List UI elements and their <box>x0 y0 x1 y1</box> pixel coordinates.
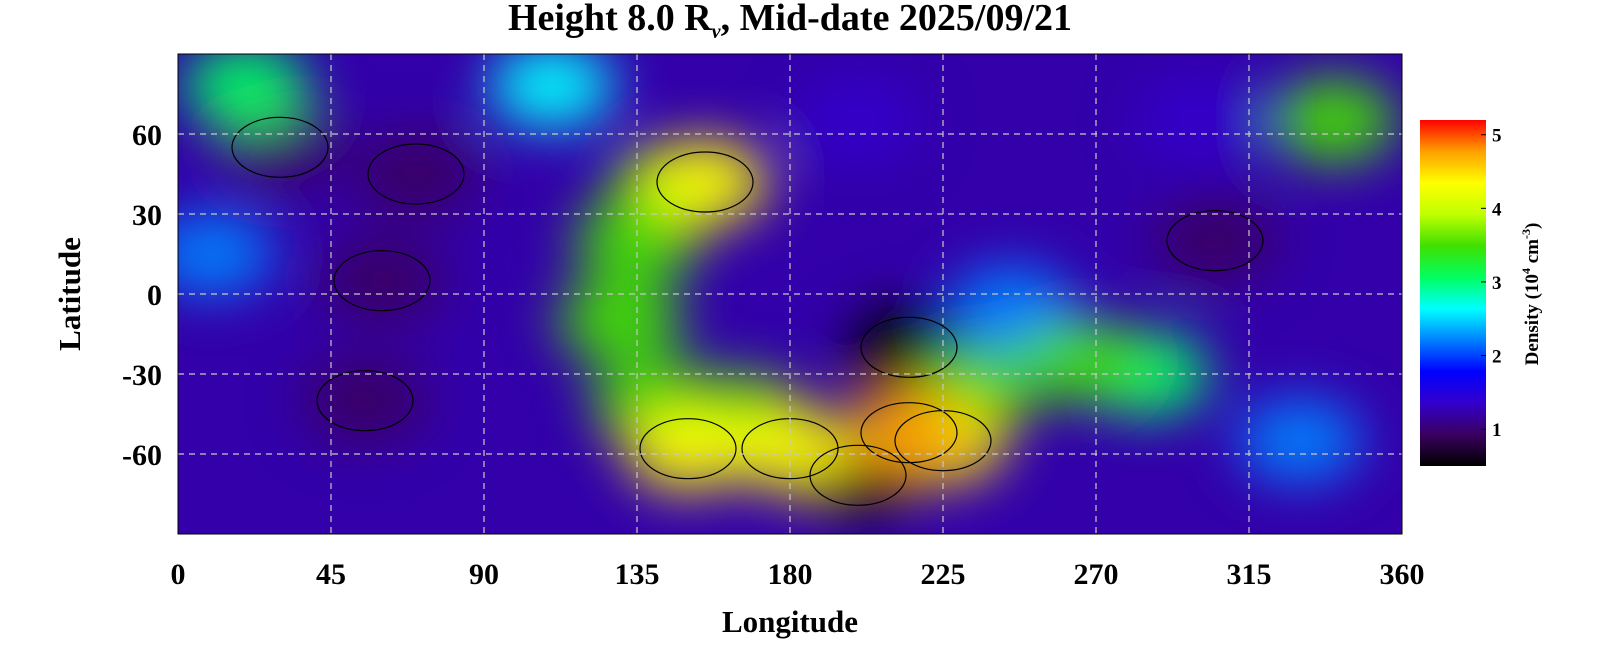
x-tick-label: 360 <box>1380 558 1425 591</box>
contour-line <box>1166 210 1264 272</box>
y-tick-label: -30 <box>122 359 162 392</box>
x-tick-label: 90 <box>469 558 499 591</box>
x-tick-label: 315 <box>1227 558 1272 591</box>
y-tick-labels: 60 30 0 -30 -60 <box>122 119 162 472</box>
colorbar-tick-label: 4 <box>1492 199 1502 220</box>
contour-line <box>367 143 465 205</box>
field-blob <box>184 54 308 128</box>
field-blob <box>354 132 478 216</box>
field-blob <box>1153 198 1277 283</box>
y-tick-label: -60 <box>122 439 162 472</box>
field-blob <box>1136 78 1260 163</box>
colorbar-tick-label: 1 <box>1492 420 1502 441</box>
y-tick-label: 0 <box>147 279 162 312</box>
field-blob <box>1272 78 1396 163</box>
field-blob <box>490 54 614 128</box>
grid-lines <box>178 54 1402 534</box>
colorbar-ticks: 1 2 3 4 5 <box>1481 126 1502 441</box>
field-blob <box>1017 318 1141 403</box>
field-blob <box>303 358 427 443</box>
x-tick-label: 270 <box>1074 558 1119 591</box>
plot-area <box>177 53 1403 535</box>
y-axis-label: Latitude <box>52 237 87 351</box>
x-axis-label: Longitude <box>722 604 858 639</box>
x-tick-labels: 0 45 90 135 180 225 270 315 360 <box>171 558 1425 591</box>
contour-line <box>333 250 431 312</box>
contour-line <box>639 418 737 480</box>
x-tick-label: 135 <box>615 558 660 591</box>
field-blob <box>728 406 852 491</box>
y-tick-label: 60 <box>132 119 162 152</box>
x-tick-label: 225 <box>921 558 966 591</box>
contour-line <box>656 151 754 213</box>
field-blob <box>796 78 920 163</box>
field-blob <box>1238 398 1362 483</box>
chart-title: Height 8.0 Rv, Mid-date 2025/09/21 <box>508 0 1072 43</box>
colorbar: 1 2 3 4 5 Density (104 cm-3) <box>1420 120 1543 466</box>
x-tick-label: 45 <box>316 558 346 591</box>
colorbar-gradient <box>1420 120 1486 466</box>
field-blob <box>178 212 274 296</box>
colorbar-tick-label: 5 <box>1492 126 1502 147</box>
contour-line <box>860 402 958 464</box>
field-blob <box>320 238 444 323</box>
colorbar-tick-label: 3 <box>1492 273 1502 294</box>
colorbar-tick-label: 2 <box>1492 347 1502 368</box>
plot-frame <box>177 53 1403 535</box>
y-tick-label: 30 <box>132 199 162 232</box>
contour-lines <box>231 116 1264 506</box>
contour-line <box>316 370 414 432</box>
x-tick-label: 0 <box>171 558 186 591</box>
contour-line <box>809 444 907 506</box>
x-tick-label: 180 <box>768 558 813 591</box>
contour-line <box>860 316 958 378</box>
field-blob <box>558 278 682 363</box>
field-blob <box>626 406 750 491</box>
contour-line <box>231 116 329 178</box>
colorbar-label: Density (104 cm-3) <box>1519 223 1543 366</box>
field-blob <box>643 140 767 224</box>
